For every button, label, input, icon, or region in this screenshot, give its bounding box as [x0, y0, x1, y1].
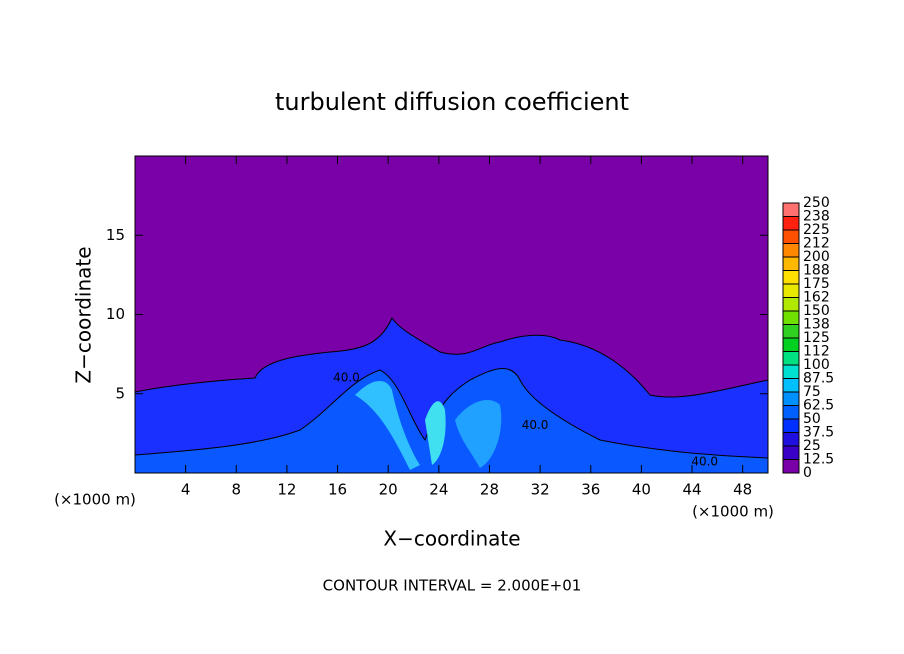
colorbar-label: 25: [803, 438, 821, 454]
field-region: [134, 367, 769, 474]
x-axis-title: X−coordinate: [383, 527, 520, 551]
colorbar-label: 50: [803, 411, 821, 427]
x-tick-label: 48: [733, 481, 752, 499]
x-tick-label: 40: [632, 481, 651, 499]
colorbar-label: 150: [803, 303, 830, 319]
colorbar-swatch: [783, 351, 799, 365]
x-tick-label: 36: [581, 481, 600, 499]
colorbar-swatch: [783, 203, 799, 217]
x-tick-label: 28: [480, 481, 499, 499]
y-tick-label: 10: [106, 305, 125, 323]
colorbar-swatch: [783, 446, 799, 460]
colorbar-swatch: [783, 230, 799, 244]
colorbar-label: 37.5: [803, 425, 834, 441]
colorbar-swatch: [783, 243, 799, 257]
colorbar-swatch: [783, 419, 799, 433]
x-tick-label: 12: [277, 481, 296, 499]
colorbar-swatch: [783, 270, 799, 284]
colorbar-label: 12.5: [803, 452, 834, 468]
colorbar-label: 225: [803, 222, 830, 238]
colorbar-swatch: [783, 405, 799, 419]
colorbar-label: 112: [803, 344, 830, 360]
x-unit-label: (×1000 m): [692, 503, 774, 521]
colorbar-swatch: [783, 284, 799, 298]
y-tick-label: 5: [115, 384, 125, 402]
colorbar-label: 162: [803, 290, 830, 306]
colorbar-label: 212: [803, 236, 830, 252]
colorbar-swatch: [783, 216, 799, 230]
chart-title: turbulent diffusion coefficient: [275, 88, 629, 116]
x-tick-label: 4: [181, 481, 191, 499]
colorbar-swatch: [783, 378, 799, 392]
colorbar-label: 125: [803, 330, 830, 346]
field-region: [455, 400, 502, 468]
colorbar-label: 62.5: [803, 398, 834, 414]
colorbar-label: 175: [803, 276, 830, 292]
field-region: [355, 380, 420, 470]
colorbar-label: 87.5: [803, 371, 834, 387]
contour-label: 40.0: [333, 370, 360, 384]
y-axis-title: Z−coordinate: [72, 246, 96, 383]
colorbar-label: 250: [803, 195, 830, 211]
colorbar-label: 200: [803, 249, 830, 265]
colorbar-swatch: [783, 338, 799, 352]
colorbar-swatch: [783, 297, 799, 311]
x-tick-label: 8: [232, 481, 242, 499]
colorbar-swatch: [783, 459, 799, 473]
y-tick-label: 15: [106, 226, 125, 244]
x-tick-label: 16: [328, 481, 347, 499]
colorbar-label: 75: [803, 384, 821, 400]
colorbar-swatch: [783, 432, 799, 446]
colorbar-label: 188: [803, 263, 830, 279]
colorbar-label: 0: [803, 465, 812, 481]
colorbar-swatch: [783, 324, 799, 338]
colorbar-label: 238: [803, 209, 830, 225]
x-tick-label: 24: [429, 481, 448, 499]
colorbar-swatch: [783, 392, 799, 406]
colorbar-swatch: [783, 257, 799, 271]
colorbar-label: 138: [803, 317, 830, 333]
colorbar-label: 100: [803, 357, 830, 373]
contour-label: 40.0: [522, 418, 549, 432]
field: [134, 156, 769, 474]
footnote: CONTOUR INTERVAL = 2.000E+01: [323, 577, 582, 595]
x-tick-label: 32: [531, 481, 550, 499]
contour-label: 40.0: [691, 454, 718, 468]
x-tick-label: 44: [682, 481, 701, 499]
x-unit-label: (×1000 m): [54, 491, 136, 509]
colorbar-swatch: [783, 311, 799, 325]
x-tick-label: 20: [379, 481, 398, 499]
field-region: [425, 401, 446, 465]
colorbar-swatch: [783, 365, 799, 379]
